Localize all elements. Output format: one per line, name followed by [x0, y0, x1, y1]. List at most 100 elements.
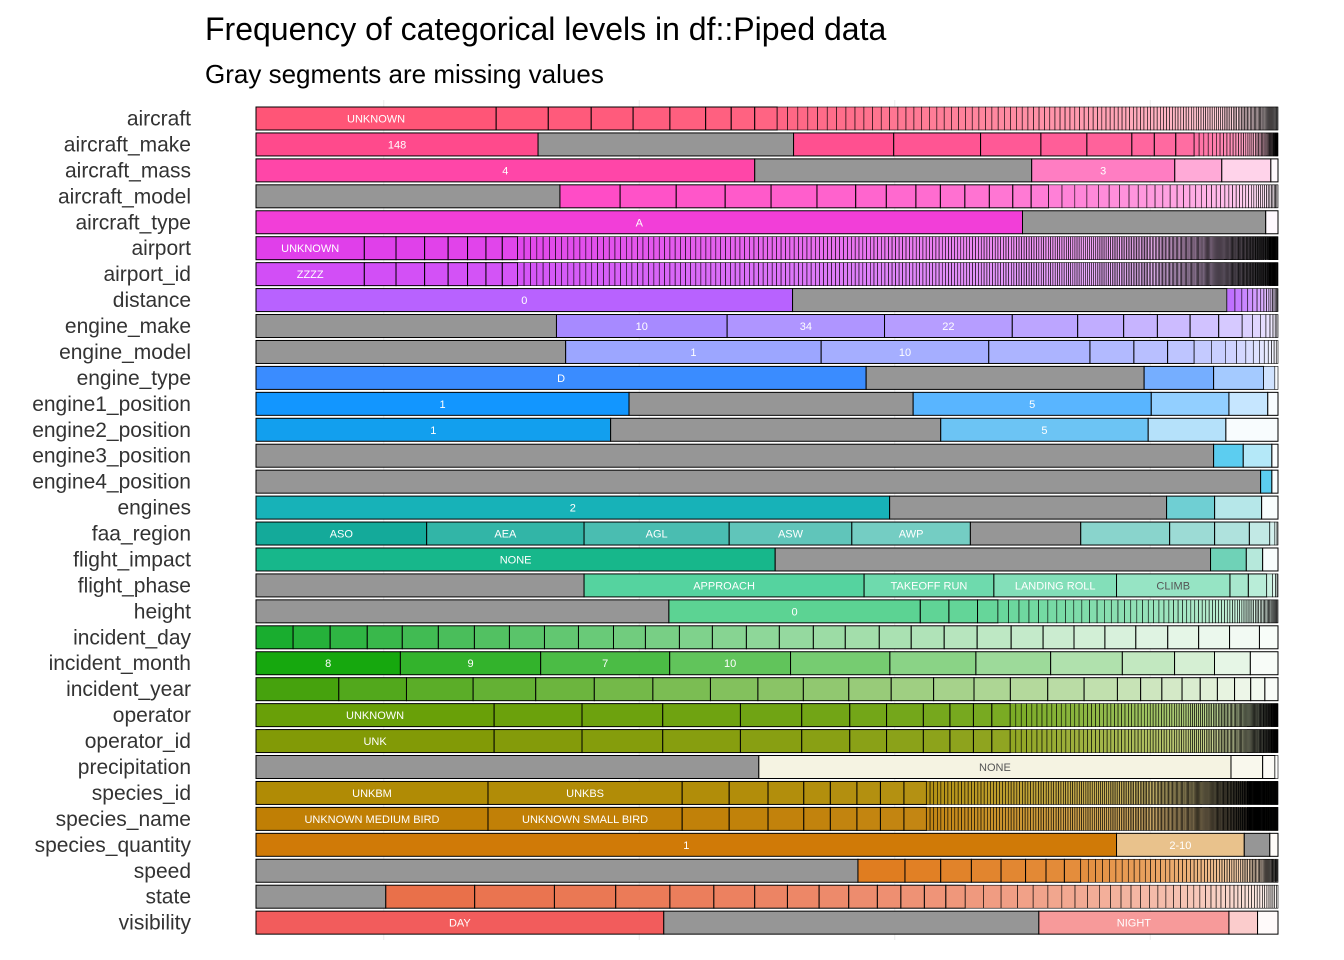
level-segment: [1270, 158, 1279, 183]
segment-label: UNKNOWN: [281, 243, 339, 255]
level-segment: [1182, 599, 1188, 624]
missing-segment: [774, 547, 1212, 572]
level-segment: [971, 781, 975, 805]
level-segment: [567, 236, 575, 260]
level-segment: [612, 625, 646, 650]
level-segment: [1271, 469, 1279, 494]
level-segment: [957, 807, 962, 831]
level-segment: [1181, 729, 1185, 753]
segment-label: 8: [325, 658, 331, 670]
level-segment: [888, 236, 893, 260]
level-segment: [919, 599, 950, 624]
level-segment: [857, 858, 906, 883]
level-segment: [855, 184, 887, 209]
level-segment: [1167, 625, 1200, 650]
level-segment: [493, 703, 583, 728]
level-segment: [1147, 417, 1227, 442]
level-segment: [1060, 703, 1067, 727]
level-segment: [681, 780, 730, 805]
level-segment: [844, 625, 880, 650]
level-segment: [994, 236, 999, 260]
level-segment: [1028, 599, 1039, 624]
level-segment: [1124, 599, 1132, 624]
level-segment: [1053, 807, 1057, 831]
level-segment: [798, 262, 804, 286]
level-segment: [1183, 184, 1191, 209]
level-segment: [1238, 132, 1242, 157]
segment-label: AGL: [646, 529, 668, 541]
level-segment: [992, 262, 996, 286]
level-segment: [385, 884, 476, 909]
level-segment: [1174, 729, 1178, 753]
level-segment: [1182, 858, 1187, 883]
level-segment: [922, 703, 951, 728]
level-segment: [976, 625, 1012, 650]
level-segment: [549, 236, 556, 260]
level-segment: [872, 106, 882, 131]
level-segment: [1117, 106, 1123, 131]
level-segment: [1032, 781, 1037, 805]
level-segment: [926, 807, 931, 831]
level-segment: [965, 106, 973, 131]
level-segment: [1153, 132, 1177, 157]
level-segment: [1245, 340, 1254, 364]
level-segment: [1045, 236, 1049, 260]
level-segment: [1015, 729, 1022, 753]
level-segment: [1224, 599, 1228, 624]
level-segment: [1228, 391, 1269, 416]
level-segment: [1233, 858, 1237, 883]
level-segment: [1169, 703, 1173, 727]
level-segment: [1199, 884, 1206, 909]
level-segment: [493, 729, 583, 754]
level-segment: [1134, 729, 1139, 753]
level-segment: [1074, 781, 1078, 805]
level-segment: [849, 729, 888, 754]
level-segment: [1140, 677, 1163, 702]
level-segment: [1258, 184, 1262, 209]
level-segment: [1085, 236, 1088, 260]
row-label: species_quantity: [35, 834, 192, 857]
level-segment: [1095, 703, 1100, 727]
level-segment: [1260, 469, 1273, 494]
level-segment: [933, 807, 938, 831]
level-segment: [986, 262, 991, 286]
level-segment: [1146, 729, 1151, 753]
level-segment: [827, 262, 832, 286]
level-segment: [734, 262, 741, 286]
level-segment: [815, 262, 820, 286]
level-segment: [1251, 184, 1255, 209]
level-segment: [1187, 703, 1191, 727]
level-segment: [1136, 106, 1141, 131]
level-segment: [680, 262, 686, 286]
level-segment: [992, 236, 996, 260]
level-segment: [695, 262, 702, 286]
level-segment: [1005, 807, 1009, 831]
level-segment: [1276, 884, 1279, 909]
level-segment: [940, 858, 972, 883]
level-segment: [1215, 884, 1222, 909]
level-segment: [1003, 262, 1007, 286]
level-segment: [1050, 262, 1054, 286]
level-segment: [1021, 262, 1025, 286]
level-segment: [802, 262, 808, 286]
missing-segment: [537, 132, 795, 157]
segment-label: DAY: [449, 918, 471, 930]
level-segment: [1154, 184, 1164, 209]
level-segment: [1174, 651, 1216, 676]
level-segment: [1193, 340, 1212, 364]
level-segment: [776, 262, 782, 286]
level-segment: [1204, 858, 1208, 883]
level-segment: [1117, 729, 1122, 753]
level-segment: [1041, 703, 1048, 727]
level-segment: [674, 262, 681, 286]
level-segment: [891, 236, 896, 260]
level-segment: [1011, 236, 1015, 260]
row-label: engine_model: [59, 341, 191, 364]
level-segment: [1070, 781, 1073, 805]
level-segment: [879, 780, 905, 805]
level-segment: [878, 625, 912, 650]
level-segment: [1229, 573, 1249, 598]
level-segment: [1009, 703, 1017, 727]
level-segment: [798, 236, 804, 260]
